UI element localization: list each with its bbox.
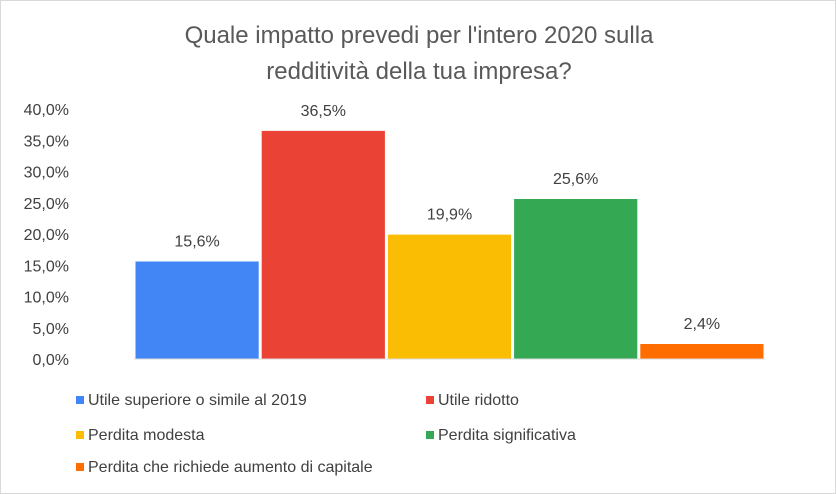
data-label: 19,9%	[427, 207, 472, 224]
legend-label: Perdita modesta	[88, 427, 205, 444]
bar	[135, 261, 259, 359]
legend-label: Perdita che richiede aumento di capitale	[88, 459, 373, 476]
legend-label: Utile ridotto	[438, 392, 519, 409]
bar	[514, 199, 638, 359]
y-tick-label: 25,0%	[24, 196, 69, 213]
y-tick-label: 30,0%	[24, 165, 69, 182]
legend-swatch	[426, 431, 434, 439]
y-axis: 0,0% 5,0% 10,0% 15,0% 20,0% 25,0% 30,0% 35,0% 40…	[24, 102, 69, 369]
bar	[261, 130, 385, 359]
legend-swatch	[76, 431, 84, 439]
y-tick-label: 40,0%	[24, 102, 69, 119]
chart-title-line-2: redditività della tua impresa?	[266, 58, 572, 85]
legend-swatch	[76, 396, 84, 404]
legend-label: Perdita significativa	[438, 427, 576, 444]
bars: 15,6% 36,5% 19,9% 25,6% 2,4%	[134, 103, 765, 360]
chart-title-line-1: Quale impatto prevedi per l'intero 2020 …	[185, 22, 655, 49]
bar	[387, 234, 512, 359]
bar	[640, 344, 764, 359]
data-label: 36,5%	[301, 103, 346, 120]
data-label: 15,6%	[174, 234, 219, 251]
legend-swatch	[76, 463, 84, 471]
y-tick-label: 0,0%	[33, 352, 69, 369]
y-tick-label: 5,0%	[33, 321, 69, 338]
y-tick-label: 10,0%	[24, 290, 69, 307]
data-label: 25,6%	[553, 171, 598, 188]
data-label: 2,4%	[684, 316, 720, 333]
y-tick-label: 35,0%	[24, 133, 69, 150]
legend: Utile superiore o simile al 2019 Utile ri…	[76, 392, 576, 476]
y-tick-label: 15,0%	[24, 258, 69, 275]
y-tick-label: 20,0%	[24, 227, 69, 244]
legend-label: Utile superiore o simile al 2019	[88, 392, 307, 409]
legend-swatch	[426, 396, 434, 404]
